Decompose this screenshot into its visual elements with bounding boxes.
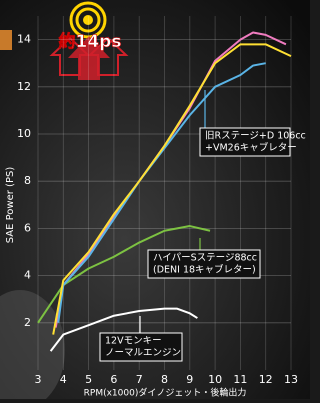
y-tick-label: 4 [24, 269, 31, 282]
x-tick-label: 13 [284, 373, 298, 386]
y-tick-label: 10 [17, 127, 31, 140]
x-axis-label: RPM(x1000)ダイノジェット・後輪出力 [84, 387, 247, 399]
annotation-text: ハイパーSステージ88cc [153, 253, 257, 264]
x-tick-label: 3 [35, 373, 42, 386]
x-tick-label: 10 [208, 373, 222, 386]
annotation-text: 12Vモンキー [105, 336, 162, 347]
annotation-text: +VM26キャブレター [205, 142, 297, 154]
y-axis-label: SAE Power (PS) [5, 167, 16, 244]
x-tick-label: 8 [161, 373, 168, 386]
y-tick-label: 2 [24, 316, 31, 329]
photo-edge [0, 30, 12, 50]
annotation-text: 旧Rステージ+D 106cc [205, 131, 306, 142]
annotation-text: ノーマルエンジン [105, 348, 181, 359]
page: 約14ps SAE Power (PS) RPM(x1000)ダイノジェット・後… [0, 0, 310, 399]
chart: 約14ps SAE Power (PS) RPM(x1000)ダイノジェット・後… [0, 0, 310, 399]
x-tick-label: 4 [60, 373, 67, 386]
y-tick-label: 14 [17, 33, 31, 46]
x-tick-label: 6 [110, 373, 117, 386]
annotation-text: (DENI 18キャブレター) [153, 264, 256, 276]
badge-text: 約14ps [59, 31, 122, 52]
x-tick-label: 11 [233, 373, 247, 386]
y-tick-label: 8 [24, 174, 31, 187]
x-tick-label: 7 [136, 373, 143, 386]
x-tick-label: 5 [85, 373, 92, 386]
y-tick-label: 6 [24, 221, 31, 234]
y-tick-label: 12 [17, 80, 31, 93]
x-tick-label: 12 [259, 373, 273, 386]
x-tick-label: 9 [186, 373, 193, 386]
